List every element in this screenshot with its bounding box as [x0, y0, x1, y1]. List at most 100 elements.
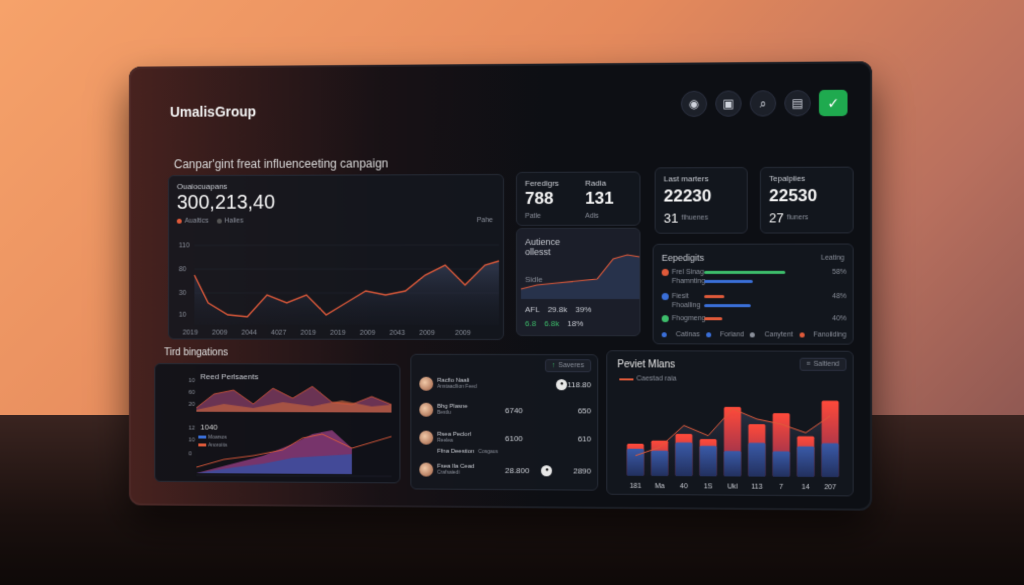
check-icon[interactable]: ✓	[819, 90, 848, 116]
audience-cell: AFL	[525, 305, 540, 314]
play-icon[interactable]: ●	[556, 379, 567, 390]
avatar	[419, 403, 433, 417]
stat-value: 788	[525, 189, 553, 209]
stat-card-tepalpiies: Tepalpiies 22530 27 fiuners	[760, 167, 854, 234]
x-tick-label: 113	[751, 484, 762, 491]
audience-cell: 39%	[575, 305, 591, 314]
x-tick: 2009	[360, 330, 376, 337]
endpoint-icon	[662, 315, 669, 322]
legend-item: Fanoiiding	[813, 331, 846, 338]
x-tick-label: Ma	[655, 483, 665, 490]
legend-dot-icon	[799, 332, 804, 337]
avatar	[419, 431, 433, 445]
avatar	[419, 463, 433, 477]
stat-sub-row: 31 fihuenes	[664, 210, 708, 225]
person-sub: Reelea	[437, 438, 497, 444]
dashboard-screen: UmalisGroup ◉ ▣ ⌕ ▤ ✓ Canpar'gint freat …	[129, 61, 872, 510]
endpoints-title: Eepedigits	[662, 253, 704, 263]
audience-card: Autience ollesst Sidle AFL 29.8k 39% 6.8…	[516, 228, 640, 337]
x-tick: 2009	[212, 330, 227, 337]
list-item[interactable]: Racfio Naali Anstaacllion Feed ● 118.80	[419, 377, 591, 392]
endpoint-item[interactable]: Fhogmeng 40%	[662, 315, 847, 322]
saveres-label: Saveres	[558, 362, 584, 369]
x-tick: 2009	[455, 330, 471, 337]
endpoint-bar	[704, 317, 722, 320]
play-icon[interactable]: ●	[541, 465, 552, 476]
person-value: 6100	[505, 434, 523, 443]
bar-chart: 181 Ma 40 1S Ukl 113 7 14 207	[607, 351, 854, 497]
x-tick: 2044	[241, 330, 256, 337]
x-tick: 2043	[390, 330, 406, 337]
bar-blue	[700, 446, 717, 477]
x-tick: 2009	[419, 330, 435, 337]
endpoints-right-label: Leating	[821, 255, 844, 262]
people-list-card: ↑ Saveres Racfio Naali Anstaacllion Feed…	[410, 354, 598, 491]
y-tick: 80	[179, 266, 187, 273]
stat-sub-text: fihuenes	[681, 215, 708, 222]
top-toolbar: ◉ ▣ ⌕ ▤ ✓	[681, 90, 848, 117]
bar-blue	[627, 449, 644, 476]
camera-icon[interactable]: ◉	[681, 91, 707, 117]
stat-card-last-marters: Last marters 22230 31 fihuenes	[655, 167, 748, 234]
person-value: 6740	[505, 406, 523, 415]
x-tick-label: 14	[802, 484, 810, 491]
list-item[interactable]: Fsea Ila Cead Crafsaiedi 28.800 ● 2890	[419, 463, 591, 478]
stat-sub-text: fiuners	[787, 214, 808, 221]
legend-item: Anoroiits	[208, 442, 228, 448]
person-sub: Crafsaiedi	[437, 470, 497, 476]
avatar	[419, 377, 433, 391]
bar-blue	[675, 442, 692, 476]
bar-blue	[822, 443, 839, 477]
trend-title: Tird bingations	[164, 347, 228, 358]
audience-cell: 6.8k	[544, 319, 559, 328]
arrow-up-icon: ↑	[552, 362, 556, 369]
y-tick: 10	[189, 437, 196, 443]
saveres-button[interactable]: ↑ Saveres	[545, 359, 591, 372]
legend-dot-icon	[750, 332, 755, 337]
bar-blue	[748, 443, 765, 477]
legend-item: Moarsos	[208, 435, 227, 441]
main-chart-card: Ouaiocuapans 300,213,40 Aualtics Halies …	[168, 174, 504, 340]
bar-blue	[773, 451, 790, 477]
y-tick: 20	[189, 402, 196, 408]
x-tick-label: 7	[779, 484, 783, 491]
trend-charts: 10 60 20 12 10 0 1040 Moarsos Anoroiits	[155, 364, 401, 484]
person-right-value: 650	[578, 406, 591, 415]
trend-mid-value: 1040	[200, 423, 218, 432]
x-tick: 2019	[301, 330, 316, 337]
person-right-value: 610	[578, 434, 591, 443]
x-tick-label: Ukl	[727, 483, 738, 490]
stat-sub-row: 27 fiuners	[769, 210, 808, 225]
audience-cell: 18%	[567, 319, 583, 328]
y-tick: 12	[189, 426, 196, 432]
audience-row-1: AFL 29.8k 39%	[525, 305, 591, 314]
legend-dot-icon	[706, 332, 711, 337]
endpoint-bar	[704, 271, 785, 274]
stat-card-followers: Feredigrs 788 Patle Radia 131 Adis	[516, 171, 640, 226]
endpoint-item[interactable]: Frel Sinag 58% Fhamnting	[662, 269, 847, 285]
x-tick-label: 1S	[704, 483, 713, 490]
person-name: Ffna Deestion	[437, 449, 474, 455]
list-item[interactable]: Rsea Peclorl Reelea 6100 610	[419, 431, 591, 446]
endpoint-name: Fhogmeng	[672, 315, 704, 322]
search-icon[interactable]: ⌕	[750, 90, 776, 116]
inbox-icon[interactable]: ▤	[784, 90, 810, 116]
legend-dot-icon	[662, 332, 667, 337]
endpoint-sub: Fhoalling	[672, 302, 704, 309]
endpoints-card: Eepedigits Leating Frel Sinag 58% Fhamnt…	[653, 244, 854, 345]
person-sub: Anstaacllion Feed	[437, 384, 496, 390]
x-tick-label: 207	[824, 484, 836, 491]
stat-label: Radia	[585, 179, 606, 188]
list-item[interactable]: Bhg Plasne Bestlu 6740 650	[419, 403, 591, 418]
list-item-sub: Ffna Deestion Cosgaus	[437, 449, 591, 456]
image-icon[interactable]: ▣	[715, 90, 741, 116]
audience-row-2: 6.8 6.8k 18%	[525, 319, 583, 328]
trend-card: Reed Perlsaents 10 60 20 12 10 0 1040 Mo…	[154, 363, 400, 483]
stat-value: 22230	[664, 186, 712, 206]
person-sub: Cosgaus	[478, 449, 498, 455]
audience-cell: 6.8	[525, 319, 536, 328]
stat-value: 131	[585, 189, 614, 209]
endpoint-item[interactable]: Fiesit 48% Fhoalling	[662, 293, 847, 309]
legend-item: Foriand	[720, 331, 744, 338]
x-tick: 2019	[330, 330, 345, 337]
